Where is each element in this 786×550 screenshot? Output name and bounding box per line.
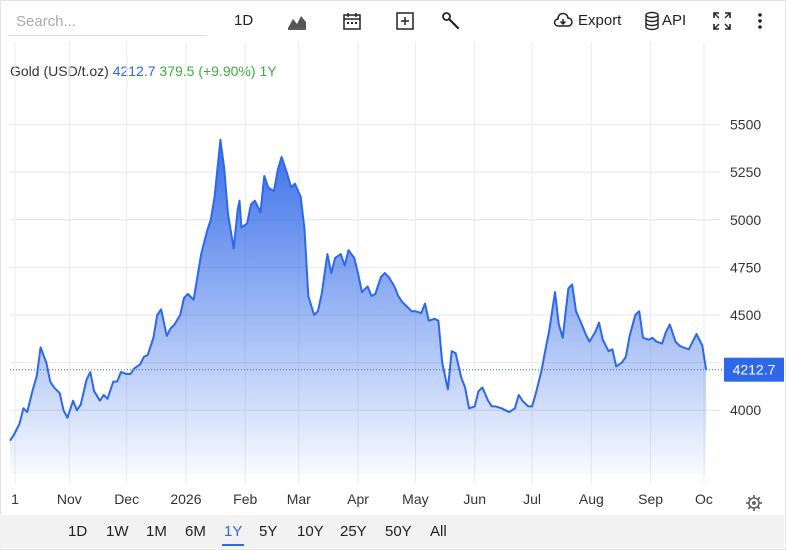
range-button-1d[interactable]: 1D xyxy=(68,523,88,540)
chart-type-icon[interactable] xyxy=(286,10,308,32)
range-button-10y[interactable]: 10Y xyxy=(297,523,324,540)
y-tick-label: 4500 xyxy=(730,307,761,323)
x-tick-label: Nov xyxy=(57,491,82,507)
legend-value: 4212.7 xyxy=(112,63,156,79)
price-chart[interactable]: 4000425045004750500052505500 1NovDec2026… xyxy=(0,42,784,514)
range-button-25y[interactable]: 25Y xyxy=(340,523,367,540)
range-button-all[interactable]: All xyxy=(430,523,447,540)
chart-legend: Gold (USD/t.oz) 4212.7 379.5 (+9.90%) 1Y xyxy=(10,63,277,79)
calendar-icon[interactable] xyxy=(341,10,363,32)
export-button[interactable]: Export xyxy=(578,12,622,29)
range-button-1m[interactable]: 1M xyxy=(146,523,167,540)
range-button-6m[interactable]: 6M xyxy=(185,523,206,540)
x-tick-label: Aug xyxy=(579,491,604,507)
search-input[interactable] xyxy=(8,8,206,36)
range-button-1w[interactable]: 1W xyxy=(106,523,129,540)
x-tick-label: 1 xyxy=(11,491,19,507)
x-tick-label: Apr xyxy=(347,491,369,507)
last-value-badge xyxy=(724,357,784,382)
interval-button[interactable]: 1D xyxy=(234,12,254,29)
last-value-label: 4212.7 xyxy=(724,357,784,382)
x-tick-label: Mar xyxy=(287,491,311,507)
x-tick-label: Oc xyxy=(695,491,713,507)
legend-change: 379.5 (+9.90%) xyxy=(159,63,256,79)
add-indicator-icon[interactable] xyxy=(394,10,416,32)
area-fill xyxy=(10,139,707,475)
y-tick-label: 5250 xyxy=(730,164,761,180)
legend-period: 1Y xyxy=(259,63,277,79)
range-button-50y[interactable]: 50Y xyxy=(385,523,412,540)
x-tick-label: May xyxy=(402,491,428,507)
x-tick-label: Sep xyxy=(638,491,663,507)
more-options-icon[interactable] xyxy=(749,10,771,32)
x-tick-label: 2026 xyxy=(170,491,201,507)
x-tick-label: Jul xyxy=(523,491,541,507)
database-icon[interactable] xyxy=(641,10,663,32)
x-tick-label: Feb xyxy=(233,491,257,507)
range-button-1y[interactable]: 1Y xyxy=(222,523,245,546)
settings-icon[interactable] xyxy=(746,495,762,511)
range-selector: 1D 1W 1M 6M 1Y 5Y 10Y 25Y 50Y All xyxy=(0,515,784,548)
fullscreen-icon[interactable] xyxy=(711,10,733,32)
x-axis: 1 Nov Dec 2026 Feb Mar Apr May Jun Jul Aug Sep Oc xyxy=(11,491,713,507)
cloud-download-icon[interactable] xyxy=(552,10,574,32)
legend-series-name: Gold (USD/t.oz) xyxy=(10,63,109,79)
y-tick-label: 4000 xyxy=(730,402,761,418)
api-button[interactable]: API xyxy=(662,12,687,29)
area-layer xyxy=(9,138,722,475)
y-tick-label: 5000 xyxy=(730,212,761,228)
last-value-text: 4212.7 xyxy=(733,362,776,378)
x-tick-label: Jun xyxy=(463,491,486,507)
toolbar: 1D Export API xyxy=(0,0,784,42)
x-tick-label: Dec xyxy=(114,491,139,507)
series-line xyxy=(9,138,708,442)
range-button-5y[interactable]: 5Y xyxy=(259,523,278,540)
y-tick-label: 5500 xyxy=(730,117,761,133)
y-tick-label: 4750 xyxy=(730,259,761,275)
wrench-icon[interactable] xyxy=(440,10,462,32)
